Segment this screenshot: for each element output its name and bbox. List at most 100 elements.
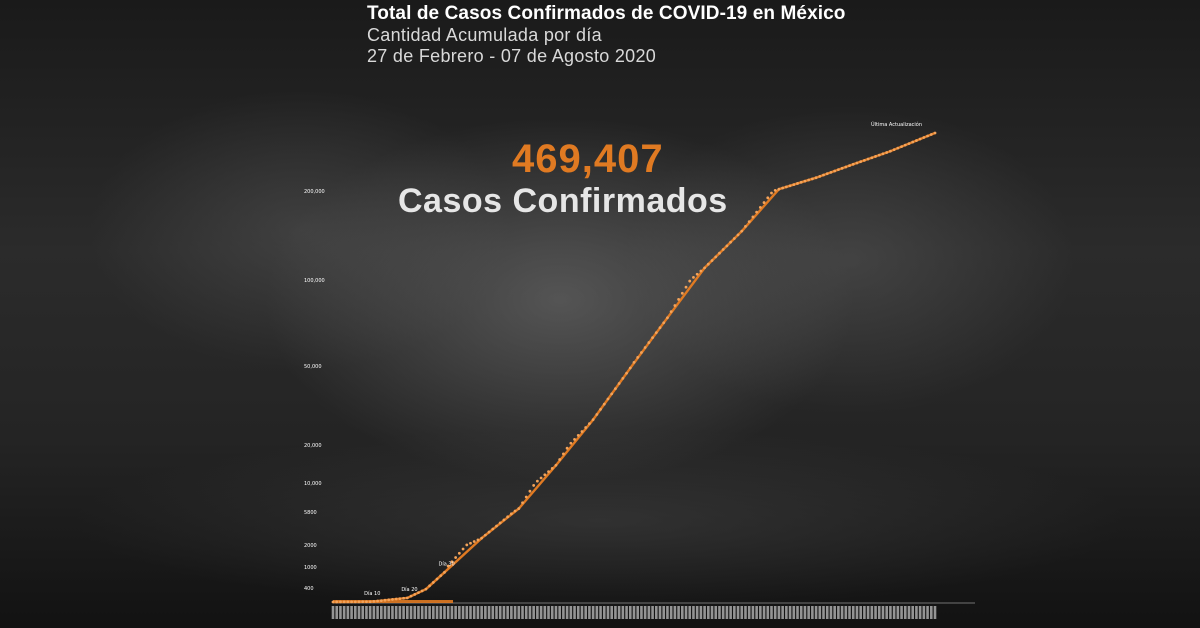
x-tick-mark (513, 606, 517, 619)
data-point (736, 233, 740, 237)
x-tick-mark (654, 606, 658, 619)
x-tick-mark (725, 606, 729, 619)
x-tick-mark (699, 606, 703, 619)
x-tick-mark (628, 606, 632, 619)
annotation-label: Día 30 (438, 560, 454, 567)
data-point (840, 166, 844, 170)
x-tick-mark (484, 606, 487, 619)
data-point (339, 600, 342, 604)
data-point (361, 600, 365, 604)
x-tick-mark (926, 606, 929, 619)
data-point (521, 501, 524, 505)
data-point (580, 430, 584, 433)
y-tick-label: 200,000 (304, 189, 325, 195)
y-tick-label: 50,000 (304, 364, 322, 370)
x-tick-mark (606, 606, 610, 619)
x-tick-mark (922, 606, 926, 619)
x-tick-mark (811, 606, 814, 619)
x-tick-mark (614, 606, 617, 619)
data-point (896, 146, 900, 150)
data-point (688, 279, 692, 283)
data-point (443, 570, 446, 574)
y-tick-label: 10,000 (304, 481, 322, 487)
x-tick-mark (539, 606, 543, 619)
x-tick-mark (781, 606, 784, 619)
data-point (710, 259, 714, 262)
data-point (495, 524, 498, 528)
data-point (903, 143, 907, 147)
data-point (915, 139, 918, 142)
x-axis-ticks (331, 600, 975, 619)
x-tick-mark (536, 606, 539, 619)
x-tick-mark (350, 606, 353, 619)
x-tick-mark (383, 606, 387, 619)
x-tick-mark (439, 606, 443, 619)
data-point (810, 177, 814, 181)
x-tick-mark (892, 606, 896, 619)
x-tick-mark (848, 606, 851, 619)
x-tick-mark (424, 606, 428, 619)
x-tick-mark (632, 606, 636, 619)
data-point (740, 229, 744, 233)
x-tick-mark (929, 606, 933, 619)
x-tick-mark (495, 606, 498, 619)
data-point (662, 321, 666, 325)
x-tick-mark (866, 606, 870, 619)
x-tick-mark (662, 606, 666, 619)
data-point (732, 237, 736, 240)
x-tick-mark (833, 606, 836, 619)
data-point (684, 285, 688, 289)
data-point (632, 360, 636, 364)
x-tick-mark (718, 606, 721, 619)
x-tick-mark (443, 606, 446, 619)
x-tick-mark (695, 606, 699, 619)
data-point (576, 434, 580, 437)
x-tick-mark (454, 606, 457, 619)
data-point (509, 512, 513, 516)
x-tick-mark (335, 606, 339, 619)
data-point (695, 272, 699, 276)
x-tick-mark (524, 606, 528, 619)
x-tick-mark (688, 606, 692, 619)
data-point (907, 142, 911, 145)
data-point (784, 185, 788, 189)
x-tick-mark (714, 606, 718, 619)
data-point (692, 275, 695, 279)
x-tick-mark (420, 606, 424, 619)
x-tick-mark (610, 606, 614, 619)
x-tick-mark (807, 606, 810, 619)
data-point (394, 597, 398, 601)
data-point (591, 418, 595, 422)
x-tick-mark (391, 606, 394, 619)
x-tick-mark (487, 606, 491, 619)
x-tick-mark (744, 606, 747, 619)
x-tick-mark (692, 606, 695, 619)
data-point (535, 479, 539, 483)
x-tick-mark (584, 606, 587, 619)
data-point (532, 484, 536, 487)
x-tick-mark (491, 606, 495, 619)
data-series (331, 131, 937, 604)
data-point (457, 551, 461, 555)
x-tick-mark (368, 606, 372, 619)
early-baseline-strip (333, 600, 453, 603)
x-tick-mark (818, 606, 822, 619)
x-tick-mark (915, 606, 918, 619)
data-point (368, 600, 372, 604)
x-tick-mark (766, 606, 770, 619)
x-tick-mark (569, 606, 573, 619)
x-tick-mark (621, 606, 625, 619)
data-point (524, 495, 528, 499)
data-point (606, 397, 610, 401)
data-point (725, 244, 729, 248)
x-tick-mark (365, 606, 368, 619)
data-point (599, 407, 602, 411)
x-tick-mark (417, 606, 420, 619)
data-point (469, 541, 472, 545)
data-point (476, 538, 480, 542)
data-point (929, 133, 933, 136)
chart-subtitle: Cantidad Acumulada por día (367, 25, 602, 45)
x-tick-mark (599, 606, 602, 619)
x-tick-mark (409, 606, 413, 619)
x-tick-mark (896, 606, 900, 619)
